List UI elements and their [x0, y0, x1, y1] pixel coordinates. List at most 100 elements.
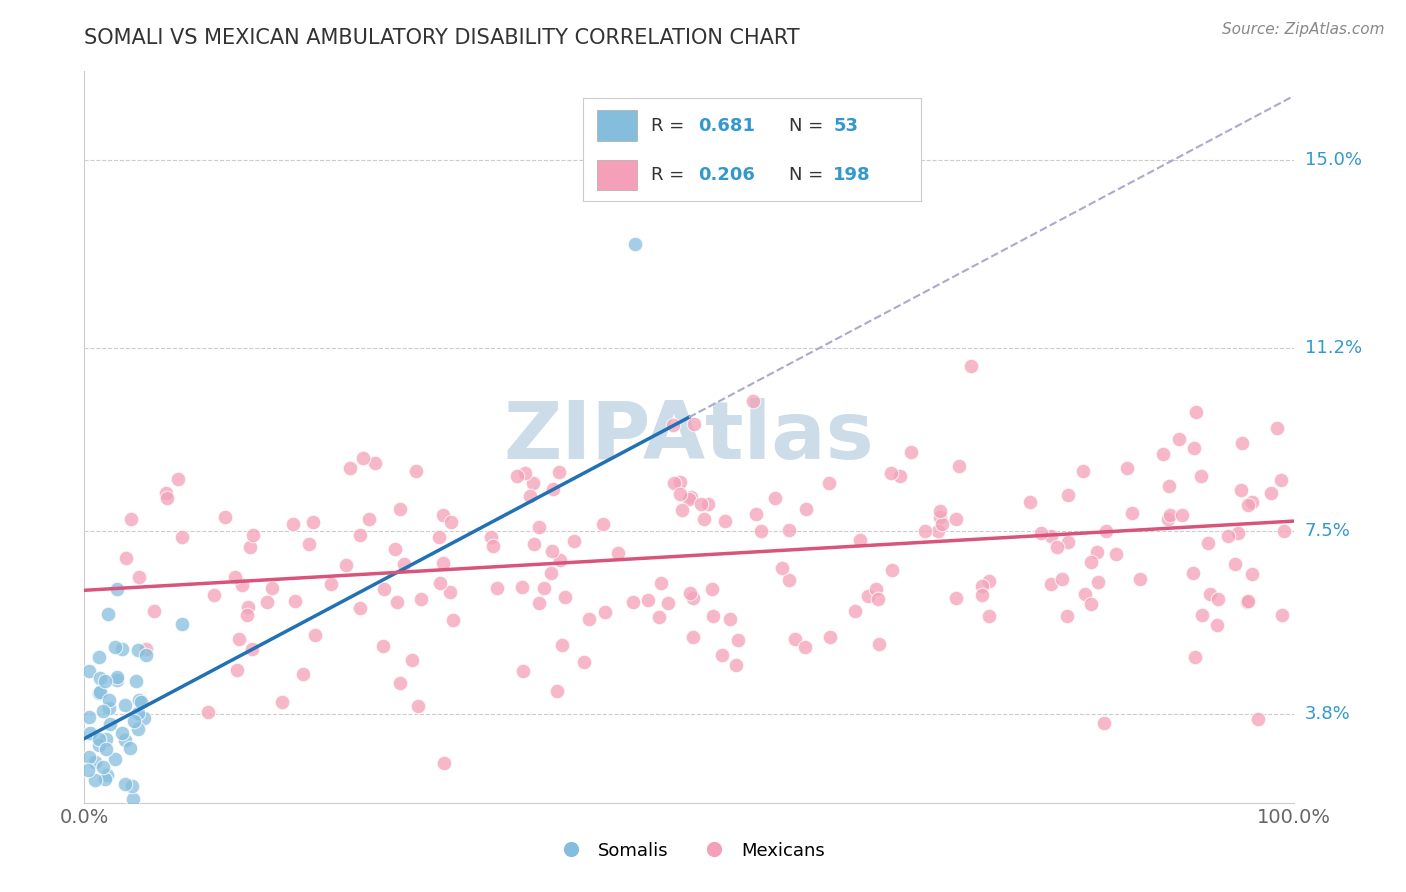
- Point: [679, 490, 702, 504]
- Point: [124, 673, 146, 688]
- Point: [1247, 712, 1270, 726]
- Point: [1087, 545, 1109, 559]
- Point: [385, 595, 408, 609]
- Point: [1087, 574, 1109, 589]
- Point: [1181, 566, 1204, 580]
- Point: [574, 655, 596, 669]
- Point: [1094, 716, 1116, 731]
- Point: [120, 512, 142, 526]
- Point: [1095, 524, 1118, 539]
- Point: [1074, 587, 1097, 601]
- Point: [111, 642, 134, 657]
- Point: [690, 496, 713, 510]
- Point: [551, 638, 574, 652]
- Point: [682, 591, 704, 605]
- Point: [657, 596, 679, 610]
- Point: [745, 507, 768, 521]
- Point: [1039, 576, 1062, 591]
- Point: [1227, 526, 1250, 541]
- Point: [114, 733, 136, 747]
- Point: [548, 553, 571, 567]
- Text: 0.681: 0.681: [699, 117, 755, 135]
- Point: [427, 530, 450, 544]
- Point: [388, 502, 411, 516]
- Point: [848, 533, 870, 548]
- Point: [697, 498, 720, 512]
- Point: [647, 609, 669, 624]
- Point: [242, 528, 264, 542]
- Point: [114, 550, 136, 565]
- Point: [127, 706, 149, 721]
- Point: [1159, 508, 1181, 522]
- Point: [271, 695, 294, 709]
- Point: [408, 698, 430, 713]
- Point: [1240, 567, 1263, 582]
- Point: [727, 633, 749, 648]
- Point: [118, 741, 141, 756]
- Point: [546, 683, 568, 698]
- Point: [1199, 587, 1222, 601]
- Text: R =: R =: [651, 166, 690, 184]
- Point: [527, 520, 550, 534]
- Point: [682, 417, 704, 432]
- Point: [714, 514, 737, 528]
- Point: [96, 607, 118, 622]
- Point: [554, 591, 576, 605]
- Point: [77, 664, 100, 678]
- Point: [214, 509, 236, 524]
- Point: [749, 524, 772, 538]
- Point: [349, 601, 371, 615]
- Point: [592, 516, 614, 531]
- Point: [89, 731, 111, 746]
- Point: [763, 491, 786, 505]
- Point: [441, 613, 464, 627]
- Point: [127, 723, 149, 737]
- Point: [1152, 447, 1174, 461]
- Point: [228, 632, 250, 646]
- Point: [1157, 511, 1180, 525]
- Point: [1230, 435, 1253, 450]
- Point: [979, 574, 1001, 588]
- Point: [105, 670, 128, 684]
- Point: [304, 627, 326, 641]
- Point: [114, 777, 136, 791]
- Point: [392, 557, 415, 571]
- Point: [972, 579, 994, 593]
- Point: [1184, 649, 1206, 664]
- Point: [637, 592, 659, 607]
- Point: [844, 604, 866, 618]
- Point: [662, 476, 685, 491]
- Point: [794, 640, 817, 654]
- Point: [914, 524, 936, 538]
- Text: SOMALI VS MEXICAN AMBULATORY DISABILITY CORRELATION CHART: SOMALI VS MEXICAN AMBULATORY DISABILITY …: [84, 28, 800, 47]
- Point: [820, 631, 842, 645]
- Point: [284, 594, 307, 608]
- Point: [1039, 529, 1062, 543]
- Point: [868, 637, 890, 651]
- Text: R =: R =: [651, 117, 690, 135]
- Point: [593, 605, 616, 619]
- Point: [104, 752, 127, 766]
- Point: [128, 570, 150, 584]
- Point: [439, 515, 461, 529]
- Point: [122, 792, 145, 806]
- Point: [623, 237, 645, 252]
- Point: [79, 726, 101, 740]
- Point: [927, 524, 949, 538]
- Point: [868, 592, 890, 607]
- Point: [364, 456, 387, 470]
- Point: [283, 516, 305, 531]
- Point: [527, 596, 550, 610]
- Point: [523, 537, 546, 551]
- Point: [817, 476, 839, 491]
- Point: [662, 417, 685, 432]
- Point: [94, 742, 117, 756]
- Point: [197, 706, 219, 720]
- Point: [111, 726, 134, 740]
- Point: [1189, 469, 1212, 483]
- Point: [970, 588, 993, 602]
- Bar: [598, 160, 637, 190]
- Point: [132, 711, 155, 725]
- Point: [122, 714, 145, 728]
- Point: [724, 658, 747, 673]
